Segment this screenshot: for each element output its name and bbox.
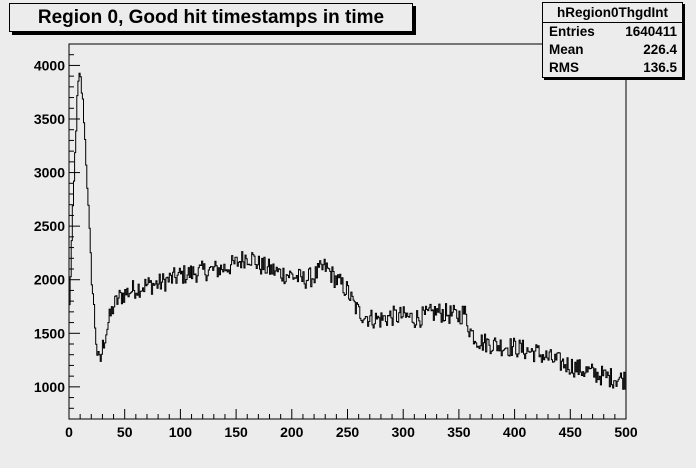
stats-row-rms: RMS 136.5 [543, 59, 682, 77]
stats-row-mean: Mean 226.4 [543, 41, 682, 59]
stats-label: Entries [549, 24, 595, 39]
x-tick-label: 350 [447, 424, 471, 440]
stats-histogram-name: hRegion0ThgdInt [543, 3, 682, 23]
x-tick-label: 400 [503, 424, 527, 440]
x-tick-label: 50 [117, 424, 133, 440]
y-tick-label: 2500 [34, 218, 65, 234]
y-tick-label: 1000 [34, 379, 65, 395]
y-tick-label: 4000 [34, 57, 65, 73]
x-tick-label: 0 [65, 424, 73, 440]
stats-box: hRegion0ThgdInt Entries 1640411 Mean 226… [542, 2, 683, 78]
x-tick-label: 450 [559, 424, 583, 440]
y-tick-label: 2000 [34, 272, 65, 288]
stats-value: 136.5 [643, 60, 677, 75]
x-tick-label: 250 [336, 424, 360, 440]
x-tick-label: 100 [169, 424, 193, 440]
y-tick-label: 1500 [34, 325, 65, 341]
x-tick-label: 150 [224, 424, 248, 440]
stats-value: 1640411 [625, 24, 677, 39]
stats-value: 226.4 [643, 42, 677, 57]
stats-label: Mean [549, 42, 584, 57]
x-tick-label: 500 [614, 424, 638, 440]
x-tick-label: 300 [392, 424, 416, 440]
stats-label: RMS [549, 60, 579, 75]
x-tick-label: 200 [280, 424, 304, 440]
stats-row-entries: Entries 1640411 [543, 23, 682, 41]
histogram-line [69, 72, 626, 390]
histogram-title-box: Region 0, Good hit timestamps in time [9, 3, 413, 32]
y-tick-label: 3000 [34, 165, 65, 181]
y-tick-label: 3500 [34, 111, 65, 127]
chart-title: Region 0, Good hit timestamps in time [37, 6, 385, 28]
